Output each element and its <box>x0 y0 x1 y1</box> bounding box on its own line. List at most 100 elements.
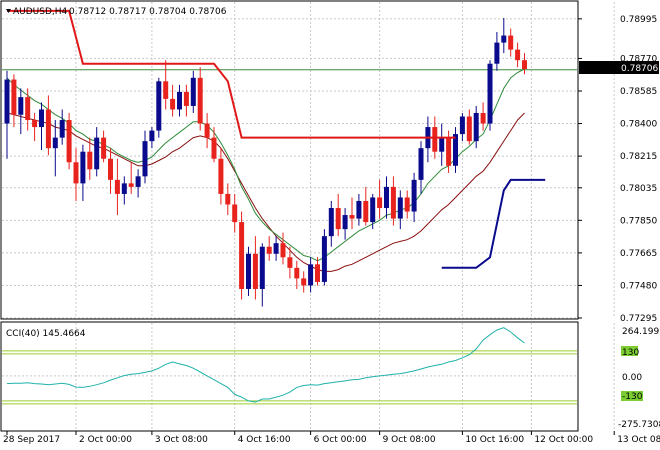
candle-body[interactable] <box>411 179 417 212</box>
candle-body[interactable] <box>494 42 500 64</box>
cci-axis-lower-level: -130 <box>622 392 643 402</box>
candle-body[interactable] <box>211 137 217 159</box>
time-axis-label: 10 Oct 16:00 <box>465 435 524 445</box>
candle-body[interactable] <box>156 81 162 131</box>
candle-body[interactable] <box>287 257 293 268</box>
candle-body[interactable] <box>163 81 169 99</box>
candle-body[interactable] <box>246 253 251 289</box>
candle-body[interactable] <box>370 197 376 223</box>
candle-body[interactable] <box>52 137 58 149</box>
candle-body[interactable] <box>377 197 383 209</box>
candle-body[interactable] <box>218 158 224 194</box>
time-axis-label: 28 Sep 2017 <box>3 435 60 445</box>
dropdown-arrow-icon[interactable] <box>6 9 11 13</box>
candle-body[interactable] <box>356 200 362 219</box>
cci-label: CCI(40) 145.4664 <box>6 329 86 339</box>
candle-body[interactable] <box>259 246 265 289</box>
ma-slow-line <box>6 112 525 272</box>
candle-body[interactable] <box>480 112 486 124</box>
candle-body[interactable] <box>87 151 93 170</box>
price-tick-label: 0.78400 <box>620 120 657 130</box>
candle-body[interactable] <box>121 183 127 194</box>
candle-body[interactable] <box>204 123 210 138</box>
time-axis-label: 12 Oct 00:00 <box>534 435 593 445</box>
candle-body[interactable] <box>39 109 44 128</box>
price-tick-label: 0.78995 <box>620 15 657 25</box>
candle-body[interactable] <box>101 137 107 159</box>
candle-body[interactable] <box>397 197 403 219</box>
candle-body[interactable] <box>11 79 17 115</box>
candle-body[interactable] <box>280 243 286 258</box>
candle-body[interactable] <box>142 141 148 177</box>
candle-body[interactable] <box>390 186 396 219</box>
candle-body[interactable] <box>135 176 141 187</box>
candle-body[interactable] <box>273 243 279 254</box>
candle-body[interactable] <box>4 79 10 124</box>
time-axis-label: 9 Oct 08:00 <box>383 435 436 445</box>
candle-body[interactable] <box>321 236 327 282</box>
candle-body[interactable] <box>501 35 507 43</box>
candle-body[interactable] <box>232 204 238 223</box>
candle-body[interactable] <box>80 151 86 184</box>
candle-body[interactable] <box>45 109 51 149</box>
candle-body[interactable] <box>308 264 314 286</box>
candle-body[interactable] <box>177 91 182 110</box>
candle-body[interactable] <box>349 215 355 219</box>
candle-body[interactable] <box>183 91 189 106</box>
candle-body[interactable] <box>197 77 203 124</box>
candle-body[interactable] <box>432 127 438 152</box>
price-tick-label: 0.78585 <box>620 87 657 97</box>
price-tick-label: 0.77295 <box>620 314 657 324</box>
candle-body[interactable] <box>404 197 410 212</box>
price-tick-label: 0.77480 <box>620 281 657 291</box>
sar-line-blue <box>441 178 546 269</box>
candle-body[interactable] <box>363 200 369 223</box>
candle-body[interactable] <box>73 162 79 184</box>
candle-body[interactable] <box>342 215 348 230</box>
candle-body[interactable] <box>94 137 100 170</box>
candle-body[interactable] <box>25 97 31 121</box>
candle-body[interactable] <box>114 179 120 194</box>
candle-body[interactable] <box>59 120 65 138</box>
cci-level-badge-lower <box>621 391 643 401</box>
candle-body[interactable] <box>252 253 258 289</box>
candle-body[interactable] <box>328 208 334 237</box>
candle-body[interactable] <box>66 120 72 163</box>
candle-body[interactable] <box>466 116 472 142</box>
ohlc-readout: 0.78712 0.78717 0.78704 0.78706 <box>69 7 227 17</box>
candle-body[interactable] <box>487 63 493 124</box>
candle-body[interactable] <box>18 97 24 115</box>
cci-line <box>6 327 525 403</box>
candle-body[interactable] <box>315 264 320 282</box>
candle-body[interactable] <box>190 77 196 106</box>
candle-body[interactable] <box>418 148 424 180</box>
candle-body[interactable] <box>508 35 514 50</box>
candle-body[interactable] <box>149 130 155 142</box>
candle-body[interactable] <box>446 137 452 166</box>
cci-axis-min: -275.7308 <box>618 420 660 430</box>
candle-body[interactable] <box>515 49 521 61</box>
candle-body[interactable] <box>335 208 341 230</box>
candle-body[interactable] <box>453 134 458 166</box>
candle-body[interactable] <box>459 116 465 135</box>
time-axis-label: 4 Oct 16:00 <box>238 435 291 445</box>
cci-panel[interactable] <box>0 321 579 432</box>
candle-body[interactable] <box>301 278 307 286</box>
price-tick-label: 0.77850 <box>620 216 657 226</box>
candle-body[interactable] <box>32 120 38 128</box>
candle-body[interactable] <box>266 246 272 254</box>
candle-body[interactable] <box>108 158 113 180</box>
candle-body[interactable] <box>239 222 245 289</box>
candle-body[interactable] <box>384 186 389 209</box>
candle-body[interactable] <box>170 98 176 110</box>
candle-body[interactable] <box>522 60 527 69</box>
candle-body[interactable] <box>473 112 479 142</box>
cci-axis-max: 264.1993 <box>622 327 660 337</box>
candle-body[interactable] <box>128 183 134 187</box>
candle-body[interactable] <box>294 267 300 279</box>
candle-body[interactable] <box>225 193 231 205</box>
price-tick-label: 0.78215 <box>620 152 657 162</box>
time-axis-label: 13 Oct 08:00 <box>617 435 660 445</box>
candle-body[interactable] <box>439 137 445 152</box>
